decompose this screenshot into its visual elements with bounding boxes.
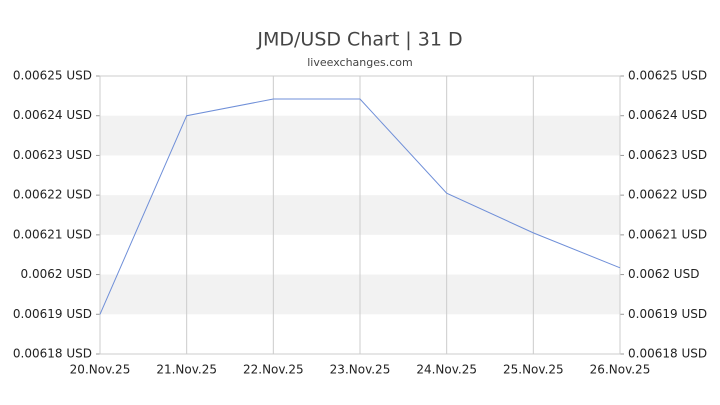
y2-tick-label: 0.00619 USD xyxy=(628,307,707,321)
x-tick-label: 25.Nov.25 xyxy=(503,363,564,377)
x-tick-label: 26.Nov.25 xyxy=(590,363,651,377)
chart-title: JMD/USD Chart | 31 D xyxy=(256,29,462,51)
y2-tick-label: 0.00622 USD xyxy=(628,188,707,202)
x-tick-label: 23.Nov.25 xyxy=(330,363,391,377)
x-tick-label: 21.Nov.25 xyxy=(156,363,217,377)
series-line xyxy=(99,98,621,315)
y-tick-label: 0.00619 USD xyxy=(13,307,92,321)
y2-tick-label: 0.00618 USD xyxy=(628,347,707,361)
y2-tick-label: 0.0062 USD xyxy=(628,267,699,281)
chart-subtitle: liveexchanges.com xyxy=(307,56,412,69)
plot-frame xyxy=(99,75,621,355)
y-tick-label: 0.00622 USD xyxy=(13,188,92,202)
y-tick-label: 0.00625 USD xyxy=(13,69,92,83)
x-tick-label: 22.Nov.25 xyxy=(243,363,304,377)
y-tick-label: 0.00618 USD xyxy=(13,347,92,361)
y2-tick-label: 0.00621 USD xyxy=(628,227,707,241)
y-tick-label: 0.00623 USD xyxy=(13,148,92,162)
y-tick-label: 0.00621 USD xyxy=(13,227,92,241)
x-tick-label: 20.Nov.25 xyxy=(70,363,131,377)
y2-tick-label: 0.00624 USD xyxy=(628,108,707,122)
y2-tick-label: 0.00625 USD xyxy=(628,69,707,83)
y2-tick-label: 0.00623 USD xyxy=(628,148,707,162)
y-tick-label: 0.0062 USD xyxy=(21,267,92,281)
y-tick-label: 0.00624 USD xyxy=(13,108,92,122)
x-tick-label: 24.Nov.25 xyxy=(416,363,477,377)
